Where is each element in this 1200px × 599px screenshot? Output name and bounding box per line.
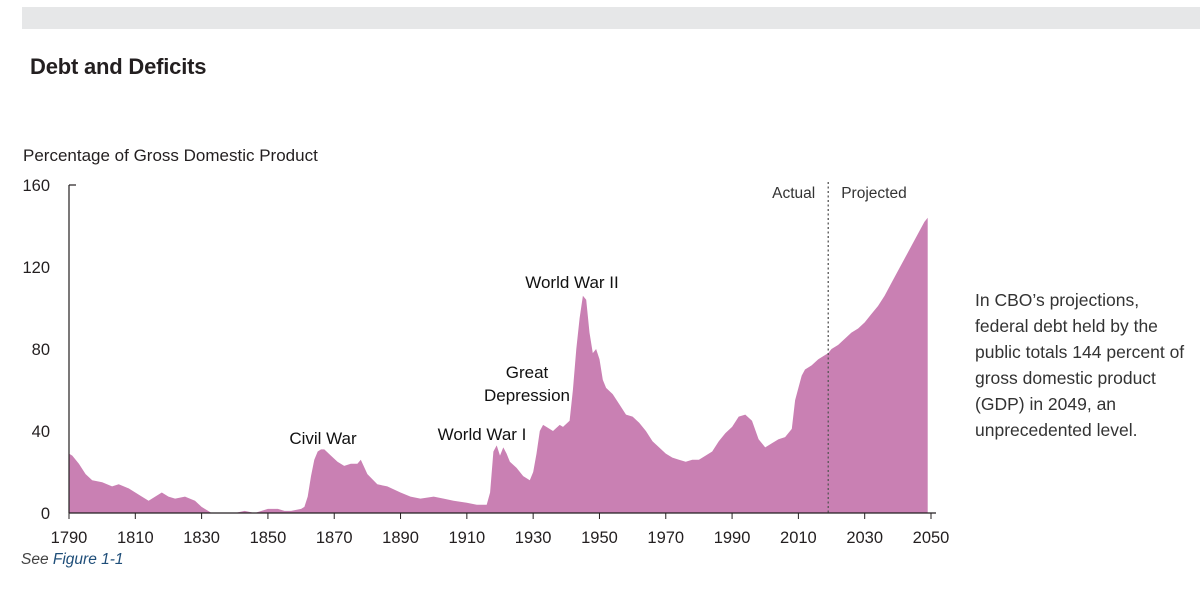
x-tick-label: 1830 — [183, 529, 220, 547]
footnote: See Figure 1-1 — [21, 551, 124, 569]
x-tick-label: 1850 — [250, 529, 287, 547]
debt-chart: Actual Projected 1790 1810 1830 1850 1870 189… — [22, 177, 950, 547]
y-tick-label: 40 — [32, 423, 50, 441]
y-tick-label: 80 — [32, 341, 50, 359]
x-tick-label: 1790 — [51, 529, 88, 547]
y-tick-label: 120 — [22, 259, 50, 277]
x-tick-label: 1970 — [647, 529, 684, 547]
y-axis-label: Percentage of Gross Domestic Product — [23, 146, 318, 165]
annotation-great: Great — [506, 363, 549, 382]
annotation-civil-war: Civil War — [289, 429, 357, 448]
annotation-world-war-2: World War II — [525, 273, 619, 292]
annotation-world-war-1: World War I — [438, 425, 527, 444]
figure-reference-link[interactable]: Figure 1-1 — [52, 551, 124, 568]
top-banner-bar — [22, 7, 1200, 29]
y-axis-ticks: 0 40 80 120 160 — [22, 177, 50, 523]
x-tick-label: 1950 — [581, 529, 618, 547]
footnote-prefix: See — [21, 551, 53, 568]
annotation-depression: Depression — [484, 386, 570, 405]
y-tick-label: 160 — [22, 177, 50, 195]
x-tick-label: 1890 — [382, 529, 419, 547]
x-tick-label: 1810 — [117, 529, 154, 547]
side-note: In CBO’s projections, federal debt held … — [975, 290, 1185, 440]
x-axis-ticks: 1790 1810 1830 1850 1870 1890 1910 1930 1950 1970… — [51, 513, 950, 547]
chart-title: Debt and Deficits — [30, 54, 207, 79]
projected-label: Projected — [841, 185, 906, 202]
chart-axes — [68, 184, 936, 514]
x-tick-label: 1910 — [448, 529, 485, 547]
x-tick-label: 1930 — [515, 529, 552, 547]
debt-area-series — [69, 217, 928, 514]
x-tick-label: 1990 — [714, 529, 751, 547]
actual-label: Actual — [772, 185, 815, 202]
y-tick-label: 0 — [41, 505, 50, 523]
x-tick-label: 2030 — [846, 529, 883, 547]
x-tick-label: 2010 — [780, 529, 817, 547]
x-tick-label: 2050 — [913, 529, 950, 547]
x-tick-label: 1870 — [316, 529, 353, 547]
